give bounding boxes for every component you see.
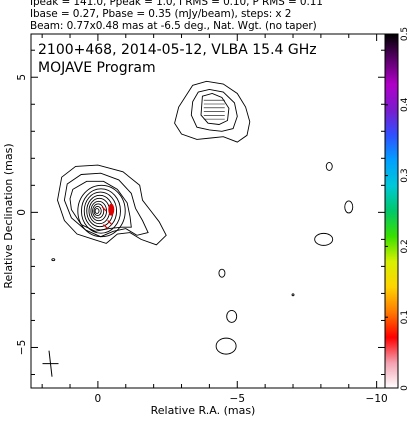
x-tick-label: −10 [366, 393, 388, 405]
contour-island [215, 337, 237, 355]
colorbar-tick-label: 0.4 [400, 97, 409, 112]
colorbar-tick-label: 0.1 [400, 310, 409, 324]
y-tick-label: 5 [16, 74, 28, 81]
polarization-peak [108, 203, 115, 216]
colorbar-tick-label: 0.2 [400, 239, 409, 253]
contour-core-ring [83, 191, 118, 231]
contour-core-ring [77, 184, 126, 238]
y-tick-label: −5 [16, 340, 28, 355]
contour-core-ring [93, 205, 102, 217]
header-ipeak: Ipeak = 141.0, Ppeak = 1.0, I RMS = 0.10… [30, 0, 323, 8]
contour-jet-level-2 [190, 88, 238, 132]
colorbar-tick-label: 0.3 [400, 168, 409, 182]
contour-island [226, 309, 238, 323]
contour-jet-level-3 [200, 93, 230, 125]
colorbar [384, 33, 399, 389]
contour-island [291, 293, 295, 297]
contour-core-ring [92, 203, 105, 219]
header-beam: Beam: 0.77x0.48 mas at -6.5 deg., Nat. W… [30, 20, 317, 32]
contour-core-level-2 [63, 172, 149, 238]
contour-core-ring [94, 208, 100, 214]
beam-major-axis [48, 350, 53, 377]
polarization-layer [101, 203, 115, 229]
beam-marker [42, 350, 59, 377]
contour-jet-level-1 [174, 80, 251, 143]
colorbar-tick-label: 0.5 [400, 27, 409, 41]
y-axis-label: Relative Declination (mas) [2, 143, 15, 288]
x-tick-label: −5 [230, 393, 245, 405]
x-tick-label: 0 [95, 393, 102, 405]
polarization-vector [107, 220, 113, 225]
colorbar-tick-label: 0 [400, 385, 409, 391]
header-ibase: Ibase = 0.27, Pbase = 0.35 (mJy/beam), s… [30, 8, 292, 20]
axis-ticks: 0 −5 −10 −5 0 5 [16, 34, 388, 405]
contour-island [218, 268, 226, 278]
x-axis-label: Relative R.A. (mas) [151, 404, 256, 417]
chart-subtitle: MOJAVE Program [38, 60, 156, 76]
contour-core-ring [81, 188, 121, 234]
contour-layer [51, 80, 354, 355]
contour-island [325, 161, 333, 171]
contour-core-ring [90, 200, 107, 222]
contour-core-level-3 [69, 180, 132, 232]
contour-island [51, 258, 56, 262]
contour-island [344, 200, 354, 214]
polarization-vector [101, 206, 107, 212]
y-tick-label: 0 [16, 209, 28, 216]
contour-core-level-1 [57, 164, 167, 246]
chart-title: 2100+468, 2014-05-12, VLBA 15.4 GHz [38, 42, 317, 58]
colorbar-ticks: 0 0.1 0.2 0.3 0.4 0.5 [385, 27, 409, 391]
contour-island [314, 232, 334, 246]
polarization-vector [103, 224, 109, 229]
